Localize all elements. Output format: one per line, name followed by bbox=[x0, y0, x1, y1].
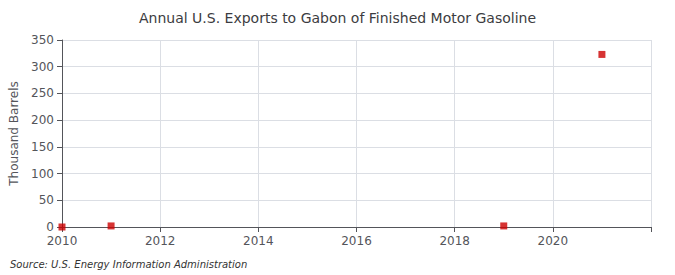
svg-text:150: 150 bbox=[31, 140, 54, 154]
svg-text:2012: 2012 bbox=[145, 234, 176, 248]
svg-text:2016: 2016 bbox=[341, 234, 372, 248]
svg-text:200: 200 bbox=[31, 113, 54, 127]
svg-text:2020: 2020 bbox=[538, 234, 569, 248]
svg-text:100: 100 bbox=[31, 167, 54, 181]
svg-text:Annual U.S. Exports to Gabon o: Annual U.S. Exports to Gabon of Finished… bbox=[139, 10, 536, 26]
svg-text:0: 0 bbox=[46, 220, 54, 234]
svg-text:2010: 2010 bbox=[47, 234, 78, 248]
svg-text:350: 350 bbox=[31, 33, 54, 47]
svg-text:300: 300 bbox=[31, 60, 54, 74]
svg-text:2014: 2014 bbox=[243, 234, 274, 248]
svg-text:250: 250 bbox=[31, 86, 54, 100]
svg-text:Thousand Barrels: Thousand Barrels bbox=[7, 81, 21, 186]
svg-text:50: 50 bbox=[39, 193, 54, 207]
svg-text:Source: U.S. Energy Informatio: Source: U.S. Energy Information Administ… bbox=[10, 259, 247, 270]
svg-text:2018: 2018 bbox=[439, 234, 470, 248]
